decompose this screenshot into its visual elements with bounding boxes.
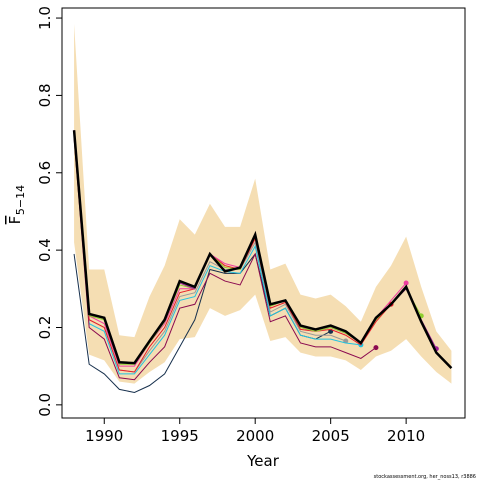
y-tick-label: 0.0 <box>36 393 54 417</box>
retro-endpoint <box>373 345 379 351</box>
retro-line <box>73 134 361 375</box>
retro-endpoint <box>403 280 409 286</box>
y-tick-label: 1.0 <box>36 6 54 30</box>
x-tick-label: 1995 <box>161 427 199 445</box>
y-tick-label: 0.2 <box>36 316 54 340</box>
credit: stockassessment.org, her_noss13, r3886 <box>374 474 476 480</box>
final-line <box>72 130 453 369</box>
y-tick-label: 0.4 <box>36 238 54 262</box>
y-tick-label: 0.6 <box>36 161 54 185</box>
y-axis-label: F <box>6 216 24 225</box>
x-tick-label: 2000 <box>236 427 274 445</box>
y-axis-label-group: F 5−14 <box>6 185 27 224</box>
x-tick-label: 2005 <box>312 427 350 445</box>
x-tick-label: 1990 <box>85 427 123 445</box>
y-axis-label-subscript: 5−14 <box>14 185 27 215</box>
retro-line <box>73 130 392 373</box>
y-tick-label: 0.8 <box>36 83 54 107</box>
confidence-band <box>74 23 452 384</box>
plot-frame <box>61 7 466 419</box>
x-axis-label: Year <box>246 452 280 470</box>
retro-line <box>73 137 377 381</box>
x-tick-label: 2010 <box>387 427 425 445</box>
